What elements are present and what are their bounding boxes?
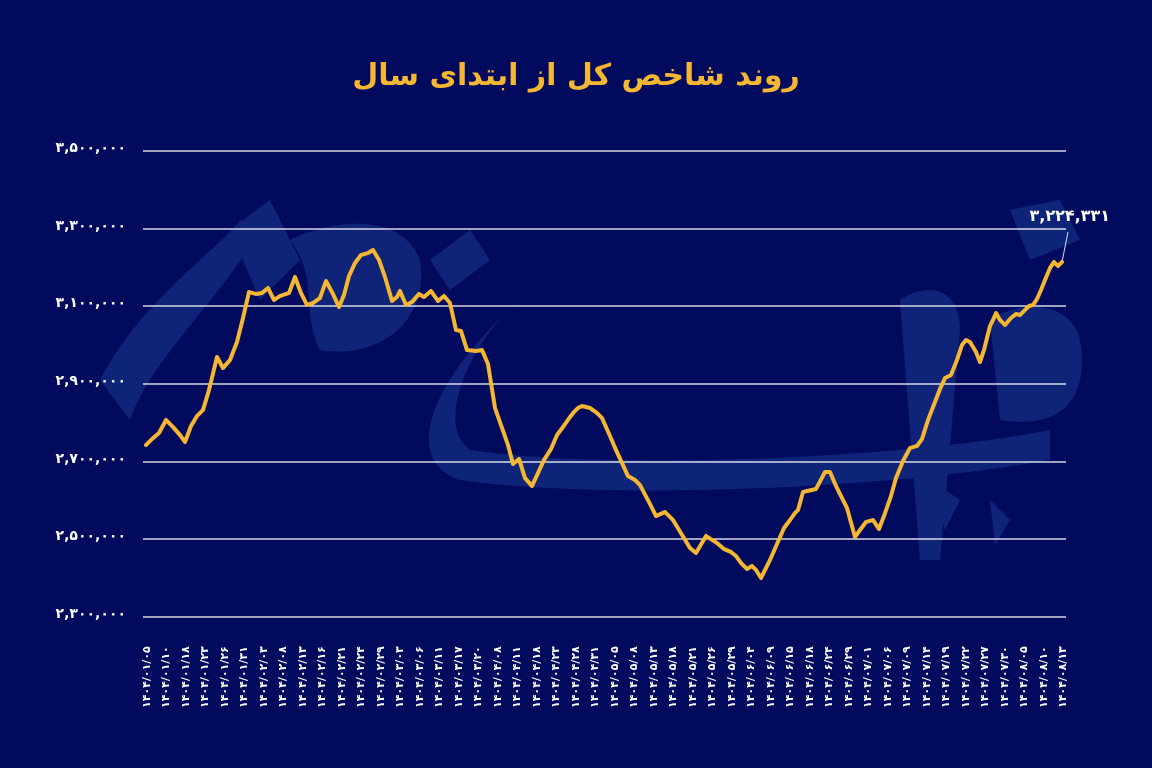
y-tick-label: ۲,۷۰۰,۰۰۰	[55, 451, 126, 467]
last-value-label: ۳,۲۲۴,۳۳۱	[1029, 206, 1110, 225]
x-tick-label: ۱۴۰۴/۰۳/۲۰	[471, 646, 485, 708]
x-tick-label: ۱۴۰۴/۰۳/۰۳	[393, 646, 407, 708]
y-tick-label: ۳,۱۰۰,۰۰۰	[55, 295, 126, 311]
x-tick-label: ۱۴۰۴/۰۴/۳۱	[588, 646, 602, 708]
x-tick-label: ۱۴۰۴/۰۲/۰۸	[276, 646, 290, 708]
x-tick-label: ۱۴۰۴/۰۵/۰۸	[627, 646, 641, 708]
x-tick-label: ۱۴۰۴/۰۱/۰۵	[140, 646, 153, 708]
x-tick-label: ۱۴۰۴/۰۶/۰۴	[744, 646, 758, 708]
x-tick-label: ۱۴۰۴/۰۷/۰۶	[880, 646, 894, 708]
x-tick-label: ۱۴۰۴/۰۶/۲۹	[841, 646, 855, 708]
x-tick-label: ۱۴۰۴/۰۷/۲۲	[958, 646, 972, 708]
x-tick-label: ۱۴۰۴/۰۱/۲۶	[217, 646, 231, 708]
y-tick-label: ۳,۵۰۰,۰۰۰	[55, 140, 126, 156]
x-tick-label: ۱۴۰۴/۰۴/۲۳	[549, 646, 563, 708]
x-tick-label: ۱۴۰۴/۰۷/۲۷	[978, 646, 992, 708]
x-tick-label: ۱۴۰۴/۰۵/۲۹	[724, 646, 738, 708]
x-tick-label: ۱۴۰۴/۰۶/۱۵	[783, 646, 797, 708]
x-tick-label: ۱۴۰۴/۰۲/۰۳	[256, 646, 270, 708]
x-tick-label: ۱۴۰۴/۰۸/۰۵	[1017, 646, 1031, 708]
y-tick-label: ۲,۳۰۰,۰۰۰	[55, 606, 126, 622]
x-tick-label: ۱۴۰۴/۰۵/۱۸	[666, 646, 680, 708]
y-tick-label: ۲,۹۰۰,۰۰۰	[55, 373, 126, 389]
gridlines	[143, 150, 1066, 618]
y-tick-label: ۳,۳۰۰,۰۰۰	[55, 218, 126, 234]
chart-title: روند شاخص کل از ابتدای سال	[352, 58, 800, 93]
x-tick-label: ۱۴۰۴/۰۸/۱۳	[1056, 646, 1069, 708]
x-tick-label: ۱۴۰۴/۰۸/۱۰	[1036, 646, 1050, 708]
x-tick-label: ۱۴۰۴/۰۲/۲۱	[334, 646, 348, 708]
x-tick-label: ۱۴۰۴/۰۳/۱۷	[451, 646, 465, 708]
x-tick-label: ۱۴۰۴/۰۱/۱۸	[178, 646, 192, 708]
x-tick-label: ۱۴۰۴/۰۴/۱۱	[510, 646, 524, 708]
index-line-series	[144, 248, 1064, 580]
x-tick-label: ۱۴۰۴/۰۵/۲۶	[705, 646, 719, 708]
x-tick-label: ۱۴۰۴/۰۷/۱۴	[919, 646, 933, 708]
x-tick-label: ۱۴۰۴/۰۵/۲۱	[685, 646, 699, 708]
x-tick-label: ۱۴۰۴/۰۶/۱۸	[802, 646, 816, 708]
x-tick-label: ۱۴۰۴/۰۷/۱۹	[939, 646, 953, 708]
x-tick-label: ۱۴۰۴/۰۷/۰۱	[861, 646, 875, 708]
end-label-leader	[1061, 231, 1069, 263]
x-tick-label: ۱۴۰۴/۰۱/۱۰	[159, 646, 173, 708]
x-tick-label: ۱۴۰۴/۰۷/۰۹	[900, 646, 914, 708]
x-tick-label: ۱۴۰۴/۰۵/۱۳	[646, 646, 660, 708]
x-tick-label: ۱۴۰۴/۰۴/۰۸	[490, 646, 504, 708]
x-tick-label: ۱۴۰۴/۰۴/۲۸	[568, 646, 582, 708]
x-tick-label: ۱۴۰۴/۰۳/۱۱	[432, 646, 446, 708]
x-tick-label: ۱۴۰۴/۰۱/۳۱	[237, 646, 251, 708]
y-tick-label: ۲,۵۰۰,۰۰۰	[55, 528, 126, 544]
x-tick-label: ۱۴۰۴/۰۲/۱۳	[295, 646, 309, 708]
watermark-logo	[100, 200, 1082, 560]
x-tick-label: ۱۴۰۴/۰۱/۲۳	[198, 646, 212, 708]
x-tick-label: ۱۴۰۴/۰۲/۲۹	[373, 646, 387, 708]
x-tick-label: ۱۴۰۴/۰۷/۳۰	[997, 646, 1011, 708]
x-tick-label: ۱۴۰۴/۰۲/۱۶	[315, 646, 329, 708]
x-tick-label: ۱۴۰۴/۰۵/۰۵	[607, 646, 621, 708]
x-tick-label: ۱۴۰۴/۰۲/۲۴	[354, 646, 368, 708]
x-tick-label: ۱۴۰۴/۰۶/۲۴	[822, 646, 836, 708]
x-tick-label: ۱۴۰۴/۰۶/۰۹	[763, 646, 777, 708]
x-axis-labels: ۱۴۰۴/۰۱/۰۵ ۱۴۰۴/۰۱/۱۰ ۱۴۰۴/۰۱/۱۸ ۱۴۰۴/۰۱/۲۳…	[0, 622, 1152, 712]
x-tick-label: ۱۴۰۴/۰۴/۱۸	[529, 646, 543, 708]
x-tick-label: ۱۴۰۴/۰۳/۰۶	[412, 646, 426, 708]
